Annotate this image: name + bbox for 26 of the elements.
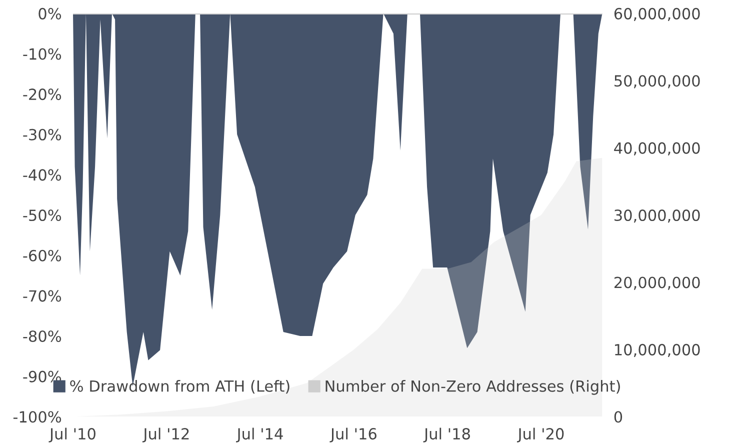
y-tick-label: -100% bbox=[13, 411, 62, 423]
x-tick-label: Jul '20 bbox=[516, 428, 564, 442]
legend-label: Number of Non-Zero Addresses (Right) bbox=[326, 380, 620, 395]
y-tick-label: -20% bbox=[23, 88, 62, 100]
y2-tick-label: 0 bbox=[614, 411, 622, 423]
x-tick-label: Jul '10 bbox=[48, 428, 96, 442]
y2-tick-label: 10,000,000 bbox=[615, 344, 700, 358]
y-tick-label: -70% bbox=[23, 290, 62, 302]
x-tick-label: Jul '18 bbox=[423, 428, 470, 442]
y2-tick-label: 20,000,000 bbox=[614, 276, 700, 290]
legend-label: % Drawdown from ATH (Left) bbox=[70, 380, 290, 394]
y2-tick-label: 40,000,000 bbox=[614, 142, 700, 156]
y-tick-label: -40% bbox=[23, 169, 62, 181]
y-tick-label: -30% bbox=[23, 128, 62, 140]
y-tick-label: -60% bbox=[23, 250, 62, 262]
y-tick-label: -10% bbox=[23, 48, 62, 60]
x-tick-label: Jul '16 bbox=[330, 428, 376, 442]
y2-tick-label: 50,000,000 bbox=[614, 75, 700, 88]
x-tick-label: Jul '12 bbox=[142, 428, 189, 442]
x-tick-label: Jul '14 bbox=[236, 428, 283, 442]
y-tick-label: -80% bbox=[23, 330, 62, 342]
y2-tick-label: 60,000,000 bbox=[614, 8, 700, 22]
y-tick-label: 0% bbox=[38, 8, 62, 20]
y-tick-label: -90% bbox=[23, 370, 62, 382]
y-tick-label: -50% bbox=[23, 210, 62, 222]
y2-tick-label: 30,000,000 bbox=[614, 210, 700, 223]
